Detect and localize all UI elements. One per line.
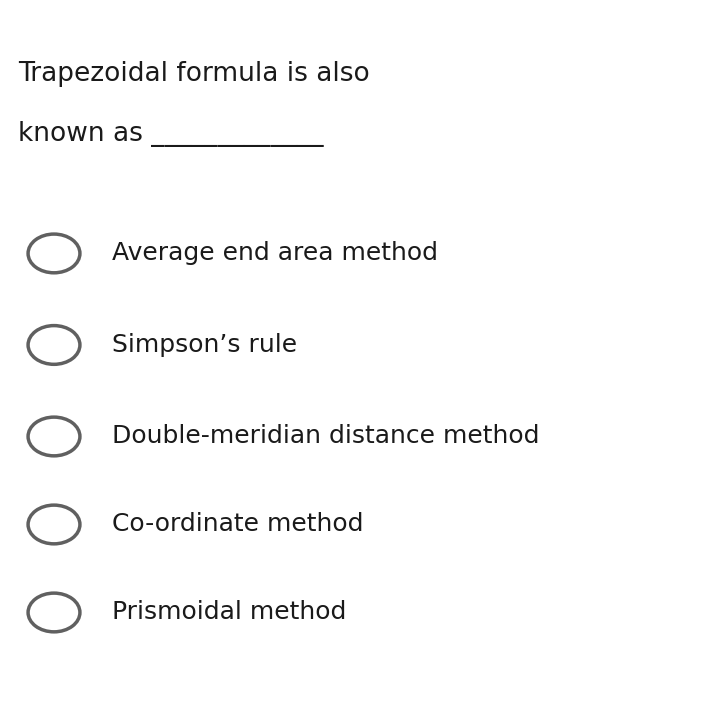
Text: Double-meridian distance method: Double-meridian distance method [112, 425, 539, 448]
Text: known as _____________: known as _____________ [18, 121, 323, 146]
Text: Simpson’s rule: Simpson’s rule [112, 333, 297, 357]
Text: Average end area method: Average end area method [112, 241, 438, 265]
Text: Co-ordinate method: Co-ordinate method [112, 513, 363, 536]
Text: Prismoidal method: Prismoidal method [112, 601, 346, 624]
Text: Trapezoidal formula is also: Trapezoidal formula is also [18, 61, 370, 87]
